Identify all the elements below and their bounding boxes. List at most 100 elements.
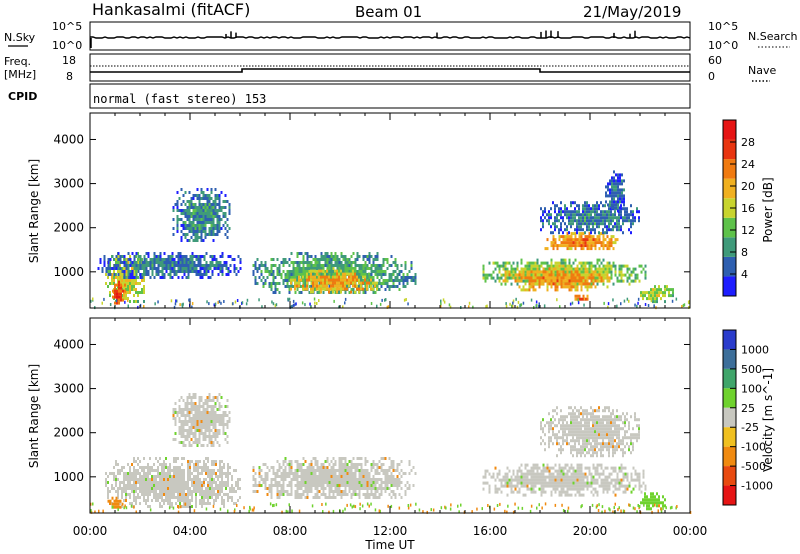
heatmap-cell — [346, 463, 349, 466]
heatmap-cell — [322, 278, 324, 282]
heatmap-cell — [612, 216, 614, 220]
heatmap-cell — [582, 244, 585, 248]
heatmap-cell — [214, 432, 217, 435]
heatmap-cell — [602, 244, 605, 248]
heatmap-cell — [258, 298, 260, 302]
heatmap-cell — [613, 182, 615, 186]
heatmap-cell — [196, 405, 199, 408]
heatmap-cell — [179, 493, 181, 496]
heatmap-cell — [356, 481, 359, 484]
heatmap-cell — [306, 284, 308, 288]
heatmap-cell — [151, 484, 153, 487]
heatmap-cell — [143, 466, 145, 469]
heatmap-cell — [187, 487, 189, 490]
heatmap-cell — [188, 224, 191, 227]
heatmap-cell — [204, 215, 207, 218]
heatmap-cell — [350, 487, 353, 490]
heatmap-cell — [592, 276, 595, 280]
heatmap-cell — [103, 261, 106, 264]
heatmap-cell — [159, 264, 162, 267]
heatmap-cell — [201, 255, 204, 258]
heatmap-cell — [198, 438, 201, 441]
heatmap-cell — [157, 273, 160, 276]
heatmap-cell — [596, 222, 598, 226]
heatmap-cell — [604, 225, 606, 229]
heatmap-cell — [190, 411, 193, 414]
heatmap-cell — [532, 276, 535, 280]
heatmap-cell — [524, 276, 527, 280]
heatmap-cell — [282, 487, 285, 490]
heatmap-cell — [316, 466, 319, 469]
heatmap-cell — [626, 210, 628, 214]
heatmap-cell — [594, 216, 596, 220]
heatmap-cell — [272, 478, 275, 481]
heatmap-cell — [217, 496, 219, 499]
heatmap-cell — [647, 304, 650, 307]
heatmap-cell — [536, 270, 539, 274]
heatmap-cell — [592, 282, 595, 286]
heatmap-cell — [135, 460, 137, 463]
heatmap-cell — [129, 496, 131, 499]
heatmap-cell — [210, 209, 213, 212]
heatmap-cell — [198, 396, 201, 399]
heatmap-cell — [600, 213, 602, 217]
heatmap-cell — [352, 481, 355, 484]
heatmap-cell — [145, 475, 147, 478]
heatmap-cell — [187, 505, 189, 508]
heatmap-cell — [211, 481, 213, 484]
heatmap-cell — [366, 267, 369, 270]
heatmap-cell — [201, 487, 203, 490]
heatmap-cell — [143, 261, 146, 264]
heatmap-cell — [161, 264, 164, 267]
heatmap-cell — [300, 261, 303, 264]
heatmap-cell — [564, 228, 566, 232]
heatmap-cell — [221, 469, 223, 472]
heatmap-cell — [362, 472, 365, 475]
heatmap-cell — [504, 267, 507, 271]
heatmap-cell — [173, 460, 175, 463]
heatmap-cell — [594, 273, 597, 277]
heatmap-cell — [226, 423, 229, 426]
heatmap-cell — [330, 496, 333, 499]
heatmap-cell — [670, 288, 672, 292]
heatmap-cell — [368, 478, 371, 481]
heatmap-cell — [560, 241, 563, 245]
heatmap-cell — [312, 478, 315, 481]
heatmap-cell — [131, 279, 133, 282]
heatmap-cell — [566, 244, 569, 248]
heatmap-cell — [366, 279, 369, 282]
heatmap-cell — [496, 273, 499, 277]
heatmap-cell — [623, 179, 625, 183]
heatmap-cell — [145, 258, 148, 261]
heatmap-cell — [310, 282, 313, 285]
heatmap-cell — [338, 463, 341, 466]
heatmap-cell — [562, 282, 565, 286]
heatmap-cell — [554, 270, 557, 274]
heatmap-cell — [374, 255, 377, 258]
heatmap-cell — [213, 499, 215, 502]
heatmap-cell — [278, 493, 281, 496]
heatmap-cell — [330, 287, 332, 291]
heatmap-cell — [580, 247, 583, 251]
heatmap-cell — [218, 414, 221, 417]
heatmap-cell — [526, 261, 529, 265]
heatmap-cell — [358, 469, 361, 472]
heatmap-cell — [223, 466, 225, 469]
heatmap-cell — [103, 264, 106, 267]
heatmap-cell — [320, 484, 323, 487]
heatmap-cell — [302, 484, 305, 487]
heatmap-cell — [264, 270, 267, 273]
heatmap-cell — [556, 204, 558, 208]
heatmap-cell — [528, 285, 531, 289]
heatmap-cell — [155, 487, 157, 490]
heatmap-cell — [212, 444, 215, 447]
heatmap-cell — [320, 281, 322, 285]
heatmap-cell — [576, 204, 578, 208]
heatmap-cell — [550, 273, 553, 277]
heatmap-cell — [153, 478, 155, 481]
heatmap-cell — [278, 481, 281, 484]
heatmap-cell — [570, 264, 573, 268]
heatmap-cell — [546, 285, 549, 289]
heatmap-cell — [124, 283, 126, 287]
heatmap-cell — [165, 496, 167, 499]
